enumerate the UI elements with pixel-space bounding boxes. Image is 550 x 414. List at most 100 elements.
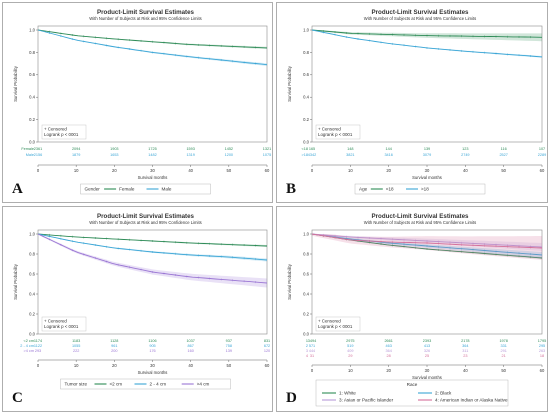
risk-count: 1725 (148, 147, 156, 151)
y-tick-label: 0.0 (303, 331, 309, 336)
censor-mark (140, 268, 143, 271)
x-tick-label: 40 (463, 368, 468, 373)
y-tick-label: 0.2 (303, 117, 309, 122)
risk-count: 31 (310, 354, 314, 358)
censor-mark (426, 242, 428, 244)
censor-mark (185, 43, 188, 46)
censor-mark (437, 242, 440, 245)
censor-mark (105, 245, 108, 248)
x-tick-label: 50 (501, 168, 506, 173)
risk-count: 1106 (148, 339, 156, 343)
censor-mark (506, 53, 509, 56)
risk-row-label: >4 cm (24, 349, 34, 353)
risk-count: 1795 (538, 339, 546, 343)
censor-mark (254, 258, 257, 261)
censor-mark (94, 42, 97, 45)
risk-count: 2749 (461, 153, 469, 157)
chart-subtitle: With Number of Subjects at Risk and 95% … (364, 16, 476, 21)
censor-mark (94, 36, 97, 39)
risk-count: 165 (309, 147, 315, 151)
legend-title: Race (407, 382, 418, 387)
censor-mark (345, 235, 348, 238)
x-tick-label: 0 (311, 368, 314, 373)
censor-mark (117, 38, 120, 41)
censor-mark (208, 57, 211, 60)
risk-count: 961 (111, 344, 117, 348)
censor-mark (208, 255, 211, 257)
risk-count: 1482 (148, 153, 156, 157)
censor-mark (518, 54, 520, 57)
censor-mark (426, 248, 428, 250)
risk-count: 2289 (538, 153, 546, 157)
censor-mark (529, 246, 532, 249)
risk-count: 905 (149, 344, 155, 348)
censor-mark (403, 44, 405, 47)
legend-label-2: 2: Black (435, 391, 452, 396)
risk-count: 409 (347, 349, 353, 353)
risk-count: 3416 (384, 153, 392, 157)
annotation-box (315, 316, 361, 332)
plot-frame (311, 25, 543, 143)
risk-count: 1075 (263, 153, 271, 157)
risk-count: 28 (387, 354, 391, 358)
censor-mark (426, 46, 428, 49)
x-tick-label: 40 (463, 168, 468, 173)
risk-count: 3494 (308, 339, 316, 343)
risk-count: 21 (502, 354, 506, 358)
censor-mark (472, 248, 474, 251)
risk-count: 2975 (346, 339, 354, 343)
risk-count: 107 (539, 147, 545, 151)
censor-mark (518, 255, 520, 258)
censor-mark (380, 33, 382, 36)
y-tick-label: 0.4 (303, 95, 309, 100)
censor-mark (403, 238, 405, 241)
censor-mark (345, 36, 348, 39)
censor-mark (117, 46, 120, 49)
risk-count: 937 (226, 339, 232, 343)
censor-mark (59, 237, 62, 240)
y-tick-label: 1.0 (303, 27, 309, 32)
censor-mark (495, 245, 497, 248)
risk-count: 758 (226, 344, 232, 348)
plot-frame (37, 25, 268, 143)
censor-mark (403, 33, 405, 36)
risk-count: 672 (264, 344, 270, 348)
censor-mark (117, 247, 120, 250)
legend-label-2: Male (162, 187, 172, 192)
censor-mark (506, 251, 509, 254)
risk-count: 463 (385, 344, 391, 348)
risk-count: 444 (309, 349, 315, 353)
risk-count: 1319 (186, 153, 194, 157)
censor-mark (380, 240, 382, 243)
censor-mark (243, 61, 246, 64)
panel-letter: C (12, 390, 23, 406)
panel-border (2, 2, 273, 203)
risk-count: 331 (500, 344, 506, 348)
censor-mark (128, 39, 131, 42)
annotation-box (41, 316, 87, 332)
censor-mark (59, 32, 62, 35)
risk-count: 571 (309, 344, 315, 348)
censor-mark (231, 243, 234, 246)
censor-mark (322, 234, 325, 237)
risk-count: 519 (347, 344, 353, 348)
censor-mark (82, 242, 85, 245)
censor-mark (529, 36, 532, 39)
y-axis-label: Survival Probability (287, 65, 292, 102)
censor-mark (140, 39, 143, 42)
risk-count: 2661 (384, 339, 392, 343)
legend-label-3: >4 cm (197, 382, 210, 387)
y-tick-label: 0.2 (29, 311, 35, 316)
y-tick-label: 0.8 (303, 251, 309, 256)
y-tick-label: 1.0 (303, 231, 309, 236)
risk-count: 4342 (308, 153, 316, 157)
risk-count: 148 (347, 147, 353, 151)
censor-mark (483, 35, 486, 38)
y-tick-label: 0.4 (29, 291, 35, 296)
censor-mark (437, 248, 440, 251)
risk-count: 1037 (186, 339, 194, 343)
y-axis-label: Survival Probability (13, 263, 18, 300)
risk-count: 1653 (110, 153, 118, 157)
censor-mark (151, 251, 154, 253)
censor-mark (208, 277, 211, 280)
